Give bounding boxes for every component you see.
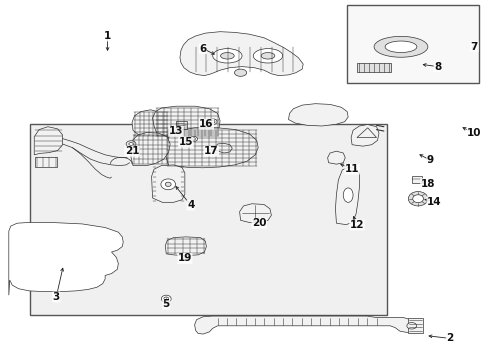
Text: 10: 10 xyxy=(466,128,481,138)
Polygon shape xyxy=(215,143,232,153)
Ellipse shape xyxy=(412,195,423,203)
Ellipse shape xyxy=(406,323,416,329)
Text: 13: 13 xyxy=(168,126,183,136)
Polygon shape xyxy=(9,222,123,295)
Ellipse shape xyxy=(211,120,215,123)
Polygon shape xyxy=(132,110,170,138)
Ellipse shape xyxy=(165,182,171,186)
Ellipse shape xyxy=(234,69,246,76)
Text: 14: 14 xyxy=(426,197,441,207)
Polygon shape xyxy=(335,167,359,225)
Polygon shape xyxy=(327,151,345,164)
Ellipse shape xyxy=(161,295,171,302)
Text: 8: 8 xyxy=(433,62,440,72)
Text: 9: 9 xyxy=(426,155,433,165)
Ellipse shape xyxy=(261,53,274,59)
Ellipse shape xyxy=(343,188,352,202)
Bar xyxy=(411,176,422,183)
Text: 7: 7 xyxy=(469,42,477,52)
Ellipse shape xyxy=(161,179,175,190)
Text: 20: 20 xyxy=(251,218,266,228)
Ellipse shape xyxy=(129,143,133,145)
Ellipse shape xyxy=(384,41,416,53)
Polygon shape xyxy=(350,125,378,146)
Text: 21: 21 xyxy=(124,146,139,156)
Text: 16: 16 xyxy=(199,119,213,129)
Text: 18: 18 xyxy=(420,179,434,189)
Ellipse shape xyxy=(209,119,217,124)
Polygon shape xyxy=(288,104,347,126)
Polygon shape xyxy=(165,128,258,168)
Polygon shape xyxy=(131,132,170,166)
Ellipse shape xyxy=(407,192,427,206)
Polygon shape xyxy=(165,237,206,256)
Text: 6: 6 xyxy=(199,44,206,54)
Text: 5: 5 xyxy=(163,299,169,309)
Text: 17: 17 xyxy=(203,146,218,156)
Text: 1: 1 xyxy=(104,31,111,41)
Text: 19: 19 xyxy=(177,253,192,264)
Polygon shape xyxy=(180,32,303,76)
Text: 4: 4 xyxy=(186,200,194,210)
Text: 12: 12 xyxy=(349,220,364,230)
Ellipse shape xyxy=(191,138,195,140)
Polygon shape xyxy=(194,316,421,334)
Ellipse shape xyxy=(373,36,427,57)
Polygon shape xyxy=(151,165,184,202)
Bar xyxy=(176,121,186,129)
Text: 15: 15 xyxy=(178,137,193,147)
Bar xyxy=(35,157,57,167)
Text: 2: 2 xyxy=(446,333,452,343)
Bar xyxy=(407,318,422,333)
Polygon shape xyxy=(239,204,271,222)
Polygon shape xyxy=(152,106,220,139)
Text: 3: 3 xyxy=(53,292,60,302)
Ellipse shape xyxy=(212,49,242,63)
Ellipse shape xyxy=(126,141,136,147)
Ellipse shape xyxy=(220,53,234,59)
Ellipse shape xyxy=(253,49,282,63)
Bar xyxy=(346,5,478,83)
Bar xyxy=(30,124,386,315)
Polygon shape xyxy=(34,127,62,155)
Ellipse shape xyxy=(189,136,197,141)
Bar xyxy=(356,63,390,72)
Text: 11: 11 xyxy=(344,164,359,174)
